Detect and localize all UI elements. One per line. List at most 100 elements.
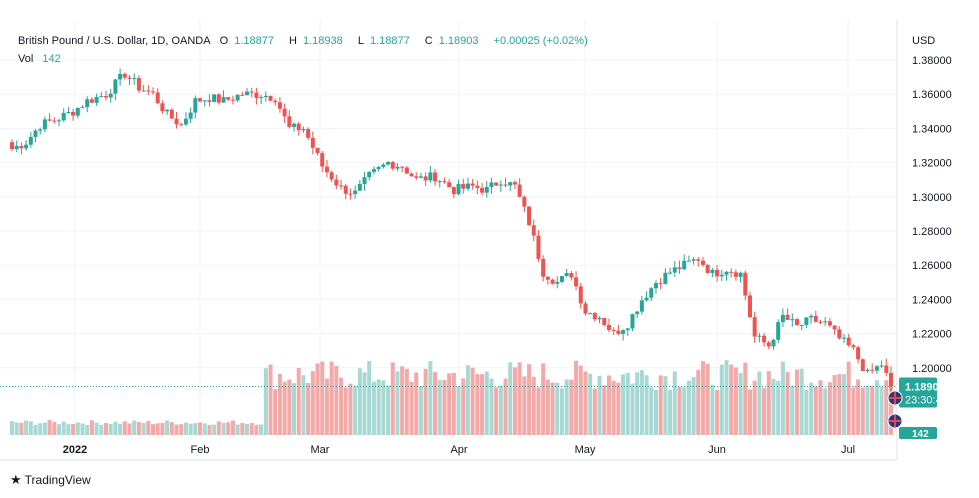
- symbol-title[interactable]: British Pound / U.S. Dollar, 1D, OANDA: [18, 35, 211, 47]
- low-value: 1.18877: [369, 35, 410, 47]
- candle-body: [216, 94, 221, 103]
- volume-bar: [813, 386, 818, 435]
- candle-body: [353, 190, 358, 195]
- volume-bar: [818, 380, 823, 435]
- candle-body: [545, 276, 550, 280]
- volume-bar: [461, 378, 466, 435]
- candle-body: [433, 172, 438, 182]
- candle-body: [860, 359, 865, 372]
- volume-bar: [522, 376, 527, 435]
- candle-body: [649, 288, 654, 298]
- candle-body: [531, 225, 536, 236]
- time-tick-label: 2022: [63, 444, 87, 456]
- candles: [10, 68, 893, 393]
- volume-bar: [136, 422, 141, 435]
- candle-body: [621, 330, 626, 334]
- badge-countdown: 23:30:41: [905, 395, 948, 407]
- candle-body: [668, 272, 673, 274]
- grid: [0, 20, 897, 435]
- candle-body: [188, 112, 193, 119]
- price-tick-label: 1.28000: [912, 226, 952, 238]
- volume-bar: [517, 362, 522, 435]
- volume-bar: [367, 361, 372, 435]
- candle-body: [672, 267, 677, 273]
- candle-body: [480, 187, 485, 193]
- candle-body: [292, 123, 297, 127]
- candle-body: [653, 283, 658, 289]
- candle-body: [686, 260, 691, 262]
- candle-body: [42, 119, 47, 130]
- volume-bar: [259, 424, 264, 435]
- volume-bar: [635, 372, 640, 435]
- candle-body: [226, 97, 231, 100]
- candle-body: [315, 147, 320, 154]
- candle-body: [724, 271, 729, 275]
- candle-body: [461, 184, 466, 189]
- candle-body: [889, 372, 893, 387]
- candle-body: [484, 186, 489, 193]
- candle-body: [245, 91, 250, 96]
- change-value: +0.00025 (+0.02%): [493, 35, 588, 47]
- volume-bar: [733, 367, 738, 435]
- candle-body: [884, 365, 889, 373]
- candle-body: [409, 173, 414, 177]
- candle-body: [94, 97, 99, 103]
- volume-bar: [841, 374, 846, 435]
- candle-body: [151, 91, 156, 93]
- candle-body: [616, 330, 621, 334]
- volume-bar: [216, 421, 221, 435]
- candle-body: [193, 98, 198, 113]
- high-value: 1.18938: [302, 35, 343, 47]
- volume-bar: [865, 385, 870, 435]
- volume-bar: [306, 383, 311, 435]
- candle-body: [752, 317, 757, 337]
- candle-body: [282, 108, 287, 117]
- candle-body: [400, 166, 405, 168]
- volume-bar: [489, 378, 494, 435]
- currency-label[interactable]: USD: [912, 35, 936, 47]
- volume-bar: [804, 389, 809, 435]
- volume-bar: [249, 423, 254, 435]
- volume-bar: [545, 379, 550, 435]
- volume-bar: [151, 424, 156, 435]
- volume-bar: [884, 380, 889, 435]
- volume-bar: [89, 420, 94, 435]
- volume-bar: [202, 423, 207, 435]
- candle-body: [809, 315, 814, 318]
- candle-body: [348, 193, 353, 195]
- tradingview-logo[interactable]: ★ TradingView: [10, 472, 91, 488]
- candle-body: [47, 119, 52, 121]
- volume-bar: [409, 381, 414, 435]
- candle-body: [273, 100, 278, 103]
- candle-body: [512, 182, 517, 185]
- volume-bar: [639, 370, 644, 435]
- volume-bar: [127, 423, 132, 435]
- volume-bar: [165, 420, 170, 435]
- volume-bar: [404, 368, 409, 435]
- candle-body: [395, 166, 400, 169]
- candle-body: [583, 303, 588, 314]
- candle-body: [24, 144, 29, 149]
- candle-body: [362, 177, 367, 185]
- candle-body: [277, 102, 282, 109]
- candle-body: [447, 182, 452, 188]
- volume-bar: [381, 380, 386, 435]
- candle-body: [28, 136, 33, 145]
- candle-body: [108, 93, 113, 98]
- candle-body: [132, 78, 137, 80]
- uk-us-flag-icon: [887, 413, 903, 429]
- candle-body: [118, 73, 123, 80]
- candle-body: [301, 129, 306, 131]
- volume-bar: [245, 423, 250, 435]
- candle-body: [870, 369, 875, 371]
- candle-body: [160, 103, 165, 112]
- candle-body: [418, 176, 423, 178]
- volume-bar: [85, 424, 90, 435]
- volume-bar: [677, 387, 682, 435]
- open-value: 1.18877: [234, 35, 274, 47]
- candle-body: [700, 260, 705, 265]
- volume-bar: [343, 387, 348, 435]
- volume-bar: [207, 424, 212, 435]
- candle-body: [592, 313, 597, 320]
